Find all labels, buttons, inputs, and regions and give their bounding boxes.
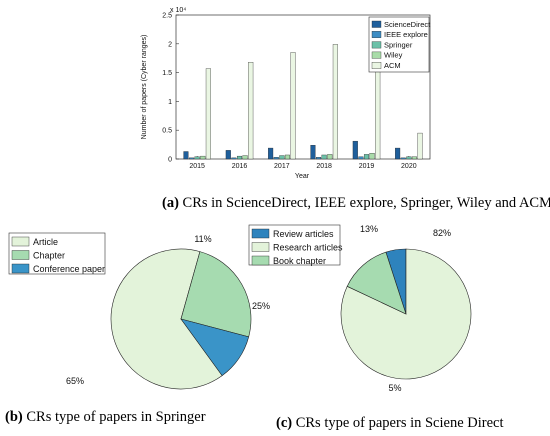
caption-b-letter: (b)	[5, 409, 23, 425]
y-axis-label: Number of papers (Cyber ranges)	[141, 35, 148, 140]
legend-label: Review articles	[273, 229, 334, 239]
bar-wiley	[327, 154, 333, 160]
legend-label: Chapter	[33, 251, 65, 261]
pie-percent-label: 13%	[360, 224, 378, 234]
pie-sciencedirect-legend: Review articles Research articles Book cha…	[248, 224, 343, 266]
bar-springer	[363, 154, 370, 160]
bar-acm	[332, 44, 338, 160]
pie-chart-springer: 65% 25% 11%	[66, 234, 270, 390]
y-tick-label: 1.5	[162, 70, 172, 77]
bar-chart-axes	[175, 14, 431, 160]
bar-springer	[279, 155, 285, 160]
legend-swatch	[371, 20, 382, 28]
bar-ieee-explore	[189, 157, 195, 160]
bar-sciencedirect	[225, 150, 231, 160]
bar-sciencedirect	[268, 147, 274, 160]
legend-swatch	[11, 263, 30, 274]
legend-swatch	[371, 41, 382, 49]
y-axis-exponent: x 10⁴	[170, 7, 186, 14]
legend-label: Book chapter	[273, 256, 326, 266]
caption-b: (b) CRs type of papers in Springer	[5, 409, 206, 425]
bar-sciencedirect	[183, 151, 189, 160]
legend-label: Research articles	[273, 243, 343, 253]
legend-swatch	[371, 51, 382, 59]
y-tick-label: 2.5	[162, 13, 172, 20]
bar-ieee-explore	[316, 157, 322, 160]
bar-sciencedirect	[310, 145, 316, 160]
y-tick-label: 0.5	[162, 128, 172, 135]
bar-wiley	[200, 155, 206, 160]
legend-swatch	[251, 242, 270, 252]
bar-wiley	[369, 153, 375, 160]
bar-springer	[406, 156, 412, 160]
legend-swatch	[11, 236, 30, 247]
pie-slice-conference-paper	[180, 318, 250, 377]
x-tick-label: 2017	[274, 163, 290, 170]
caption-c-letter: (c)	[276, 415, 292, 431]
pie-slice-article	[110, 248, 223, 390]
caption-b-text: CRs type of papers in Springer	[23, 409, 206, 425]
pie-slice-chapter	[180, 251, 252, 338]
legend-label: IEEE explore	[384, 30, 428, 39]
bar-acm	[248, 62, 254, 160]
pie-percent-label: 25%	[252, 301, 270, 311]
bar-wiley	[242, 155, 248, 160]
x-tick-label: 2015	[189, 163, 205, 170]
x-tick-label: 2020	[401, 163, 417, 170]
legend-swatch	[371, 31, 382, 38]
pie-percent-label: 65%	[66, 376, 84, 386]
bar-sciencedirect	[352, 140, 358, 160]
legend-swatch	[251, 228, 270, 239]
y-tick-label: 1	[168, 99, 172, 106]
pie-percent-label: 82%	[433, 228, 451, 238]
caption-a-text: CRs in ScienceDirect, IEEE explore, Spri…	[179, 195, 550, 211]
bar-springer	[194, 156, 200, 160]
pie-springer-legend: Article Chapter Conference paper	[8, 232, 106, 275]
pie-percent-label: 11%	[194, 234, 211, 244]
legend-label: Wiley	[384, 51, 403, 60]
bar-sciencedirect	[395, 147, 401, 160]
bar-wiley	[411, 156, 417, 160]
legend-swatch	[251, 255, 270, 266]
pie-percent-label: 5%	[388, 383, 401, 393]
legend-label: Springer	[384, 40, 413, 49]
pie-slice-book-chapter	[346, 251, 407, 315]
bar-ieee-explore	[358, 156, 364, 160]
x-tick-label: 2016	[232, 163, 248, 170]
y-tick-label: 0	[168, 157, 172, 164]
bar-chart: 0 0.5 1 1.5 2 2.5 2015 2016 2017 2018 2019 2020 x …	[141, 7, 431, 180]
caption-c-text: CRs type of papers in Sciene Direct	[292, 415, 503, 431]
legend-label: ACM	[384, 61, 401, 70]
x-axis-label: Year	[295, 173, 310, 180]
bar-ieee-explore	[273, 157, 279, 160]
bar-springer	[321, 154, 327, 160]
legend-label: ScienceDirect	[384, 20, 431, 29]
legend-swatch	[11, 250, 30, 260]
bar-ieee-explore	[231, 157, 237, 160]
legend-swatch	[371, 62, 382, 69]
x-tick-label: 2019	[359, 163, 375, 170]
caption-a-letter: (a)	[162, 195, 179, 211]
bar-acm	[205, 68, 211, 160]
x-tick-label: 2018	[316, 163, 332, 170]
bar-acm	[290, 52, 296, 160]
y-tick-label: 2	[168, 41, 172, 48]
pie-chart-sciencedirect: 5% 82% 13%	[340, 224, 472, 393]
bar-springer	[236, 155, 243, 160]
bar-wiley	[284, 154, 290, 160]
caption-c: (c) CRs type of papers in Sciene Direct	[276, 415, 504, 431]
caption-a: (a) CRs in ScienceDirect, IEEE explore, …	[162, 195, 550, 211]
bar-ieee-explore	[400, 157, 406, 160]
legend-label: Conference paper	[33, 264, 105, 274]
legend-label: Article	[33, 237, 58, 247]
bar-acm	[417, 132, 423, 160]
